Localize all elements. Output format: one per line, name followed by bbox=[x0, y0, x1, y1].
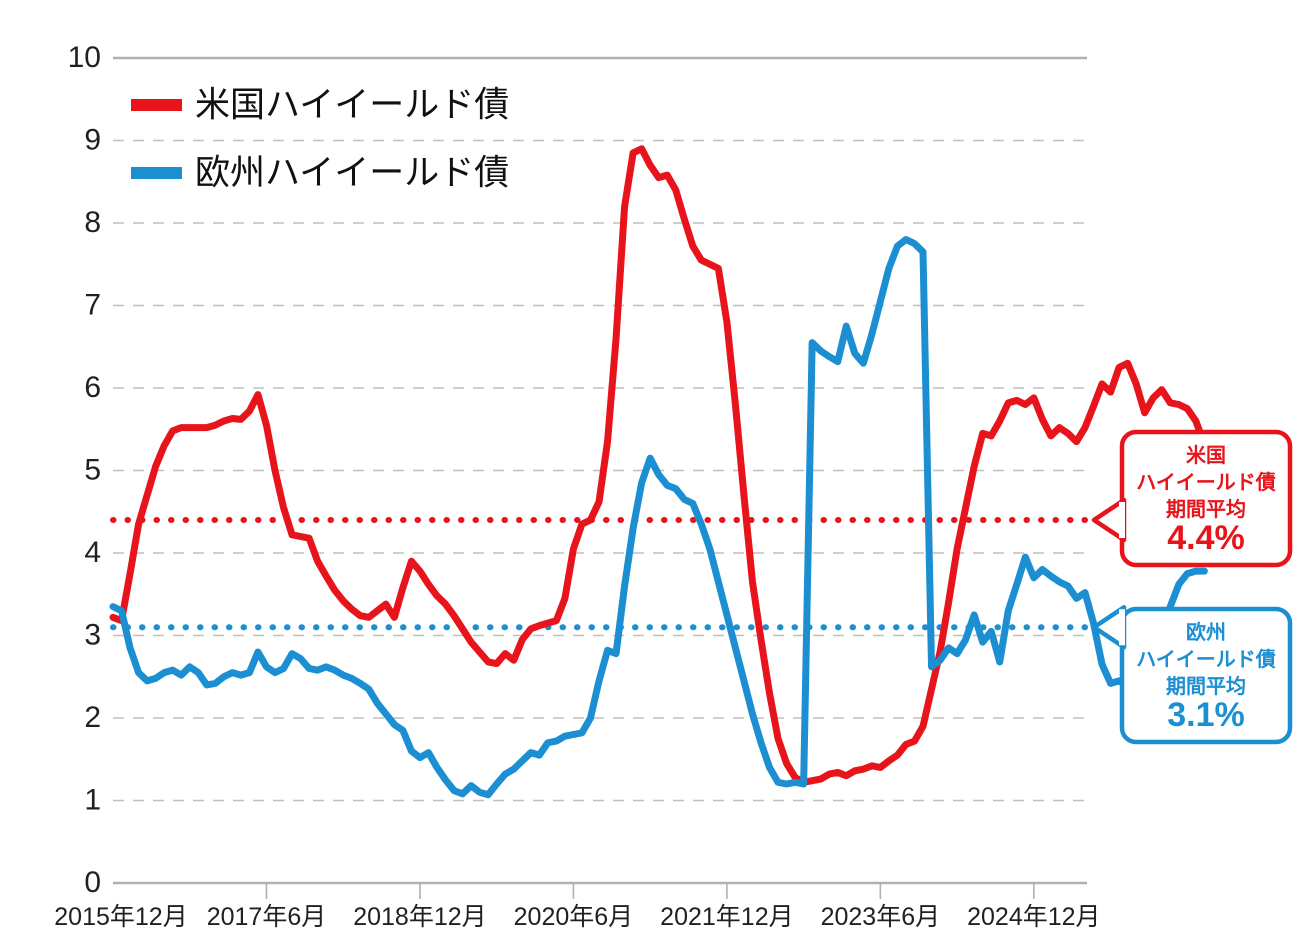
x-axis-tick-label: 2024年12月 bbox=[967, 903, 1100, 931]
x-axis-tick-label: 2017年6月 bbox=[207, 903, 327, 931]
x-axis-tick-label: 2015年12月 bbox=[54, 903, 187, 931]
series-line bbox=[109, 145, 1208, 786]
series-lines bbox=[109, 145, 1208, 799]
legend-label: 米国ハイイールド債 bbox=[195, 85, 509, 124]
x-axis-tick-label: 2021年12月 bbox=[660, 903, 793, 931]
y-axis-tick-label: 5 bbox=[84, 453, 101, 486]
callout-text-line: 期間平均 bbox=[1166, 497, 1246, 521]
y-axis-tick-label: 6 bbox=[84, 371, 101, 404]
callout-value: 4.4% bbox=[1167, 519, 1245, 557]
y-axis-tick-label: 8 bbox=[84, 206, 101, 239]
callout-text-line: ハイイールド債 bbox=[1136, 471, 1276, 494]
y-axis-tick-label: 7 bbox=[84, 288, 101, 321]
callout-text-line: 期間平均 bbox=[1166, 674, 1246, 698]
x-axis-tick-label: 2023年6月 bbox=[821, 903, 941, 931]
y-axis-tick-label: 3 bbox=[84, 618, 101, 651]
y-axis-tick-label: 9 bbox=[84, 123, 101, 156]
y-axis-tick-label: 1 bbox=[84, 783, 101, 816]
x-axis-tick-label: 2020年6月 bbox=[514, 903, 634, 931]
callout-text-line: 欧州 bbox=[1186, 620, 1226, 644]
average-lines bbox=[110, 517, 1100, 631]
y-axis-tick-label: 0 bbox=[84, 866, 101, 899]
y-axis-tick-labels: 0 1 2 3 4 5 6 7 8 9 10 bbox=[68, 41, 101, 899]
callout-value: 3.1% bbox=[1167, 696, 1245, 734]
y-axis-tick-label: 2 bbox=[84, 701, 101, 734]
callout-body bbox=[1119, 606, 1293, 745]
y-axis-tick-label: 10 bbox=[68, 41, 101, 74]
x-axis bbox=[265, 883, 1035, 899]
callout-text-line: ハイイールド債 bbox=[1136, 648, 1276, 671]
callout-text-line: 米国 bbox=[1186, 444, 1226, 467]
legend-label: 欧州ハイイールド債 bbox=[195, 153, 509, 192]
series-line bbox=[109, 236, 1208, 799]
y-axis-tick-label: 4 bbox=[84, 536, 101, 569]
x-axis-tick-labels: 2015年12月 2017年6月 2018年12月 2020年6月 2021年12月 20… bbox=[54, 903, 1100, 931]
x-axis-tick-label: 2018年12月 bbox=[353, 903, 486, 931]
callout-body bbox=[1119, 429, 1293, 568]
